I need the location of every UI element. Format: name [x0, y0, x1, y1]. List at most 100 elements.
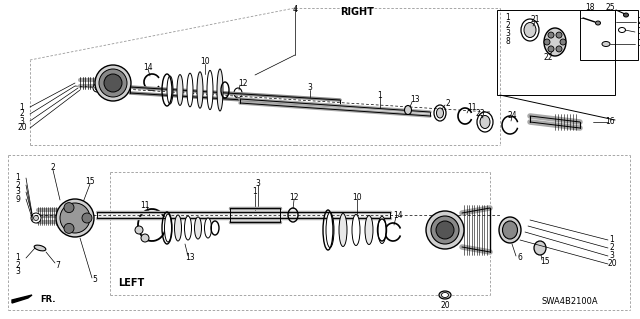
Text: 22: 22: [543, 53, 553, 62]
Text: 1: 1: [253, 188, 257, 197]
Text: 13: 13: [185, 254, 195, 263]
Ellipse shape: [326, 212, 334, 248]
Ellipse shape: [177, 75, 183, 105]
Text: 1: 1: [378, 91, 382, 100]
Ellipse shape: [135, 226, 143, 234]
Ellipse shape: [187, 73, 193, 107]
Ellipse shape: [82, 213, 92, 223]
Ellipse shape: [167, 76, 173, 104]
Text: 24: 24: [507, 110, 517, 120]
Ellipse shape: [207, 70, 213, 110]
Ellipse shape: [205, 218, 211, 238]
Ellipse shape: [195, 217, 202, 239]
Ellipse shape: [56, 199, 94, 237]
Text: RIGHT: RIGHT: [340, 7, 374, 17]
Ellipse shape: [184, 216, 191, 240]
Ellipse shape: [560, 39, 566, 45]
Ellipse shape: [164, 214, 172, 242]
Ellipse shape: [602, 41, 610, 47]
Text: 1: 1: [15, 254, 20, 263]
Ellipse shape: [556, 46, 562, 52]
Ellipse shape: [595, 21, 600, 25]
Text: 2: 2: [505, 21, 509, 31]
Ellipse shape: [623, 13, 628, 17]
Text: 1: 1: [20, 102, 24, 112]
Ellipse shape: [544, 28, 566, 56]
Ellipse shape: [548, 32, 554, 38]
Ellipse shape: [95, 86, 99, 90]
Text: 6: 6: [518, 254, 522, 263]
Ellipse shape: [548, 46, 554, 52]
Text: 23: 23: [475, 108, 485, 117]
Text: 2: 2: [445, 99, 451, 108]
Ellipse shape: [197, 72, 203, 108]
Ellipse shape: [439, 291, 451, 299]
Ellipse shape: [352, 214, 360, 246]
Ellipse shape: [436, 108, 444, 118]
Text: 11: 11: [467, 102, 477, 112]
Text: 3: 3: [15, 268, 20, 277]
Text: FR.: FR.: [40, 295, 56, 305]
Ellipse shape: [534, 241, 546, 255]
Ellipse shape: [556, 32, 562, 38]
Text: 15: 15: [540, 257, 550, 266]
Ellipse shape: [64, 203, 74, 212]
Ellipse shape: [93, 84, 101, 92]
Text: 11: 11: [140, 201, 150, 210]
Text: 20: 20: [440, 300, 450, 309]
Ellipse shape: [339, 213, 347, 247]
Text: 1: 1: [505, 13, 509, 23]
Text: 17: 17: [637, 27, 640, 36]
Text: 20: 20: [17, 123, 27, 132]
Ellipse shape: [60, 203, 90, 233]
Text: 2: 2: [15, 181, 20, 189]
Ellipse shape: [104, 74, 122, 92]
Text: 2: 2: [51, 164, 56, 173]
Ellipse shape: [175, 215, 182, 241]
Ellipse shape: [64, 223, 74, 234]
Text: 25: 25: [638, 18, 640, 26]
Text: LEFT: LEFT: [118, 278, 144, 288]
Ellipse shape: [31, 213, 41, 223]
Ellipse shape: [404, 106, 412, 115]
Text: 7: 7: [56, 261, 60, 270]
Ellipse shape: [436, 221, 454, 239]
Ellipse shape: [502, 221, 518, 239]
Text: 12: 12: [289, 194, 299, 203]
Text: 16: 16: [605, 117, 615, 127]
Bar: [580, 10, 638, 60]
Text: 3: 3: [20, 116, 24, 125]
Text: 2: 2: [20, 109, 24, 118]
Text: 19: 19: [637, 40, 640, 48]
Text: SWA4B2100A: SWA4B2100A: [541, 298, 598, 307]
Ellipse shape: [99, 69, 127, 97]
Ellipse shape: [141, 234, 149, 242]
Text: 15: 15: [85, 177, 95, 187]
Text: 25: 25: [605, 4, 615, 12]
Text: 10: 10: [352, 192, 362, 202]
Text: 10: 10: [200, 57, 210, 66]
Ellipse shape: [217, 69, 223, 111]
Text: 14: 14: [393, 211, 403, 219]
Text: 3: 3: [15, 188, 20, 197]
Polygon shape: [12, 295, 32, 303]
Ellipse shape: [378, 217, 386, 243]
Ellipse shape: [480, 115, 490, 129]
Text: 3: 3: [255, 179, 260, 188]
Ellipse shape: [499, 217, 521, 243]
Text: 14: 14: [143, 63, 153, 71]
Text: 12: 12: [238, 78, 248, 87]
Ellipse shape: [524, 23, 536, 38]
Ellipse shape: [426, 211, 464, 249]
Ellipse shape: [442, 293, 449, 298]
Text: 20: 20: [607, 259, 617, 269]
Text: 3: 3: [505, 29, 510, 39]
Text: 13: 13: [410, 95, 420, 105]
Ellipse shape: [95, 65, 131, 101]
Text: 3: 3: [609, 251, 614, 261]
Text: 9: 9: [15, 195, 20, 204]
Text: 3: 3: [308, 84, 312, 93]
Text: 4: 4: [292, 5, 298, 14]
Ellipse shape: [431, 216, 459, 244]
Ellipse shape: [33, 216, 38, 220]
